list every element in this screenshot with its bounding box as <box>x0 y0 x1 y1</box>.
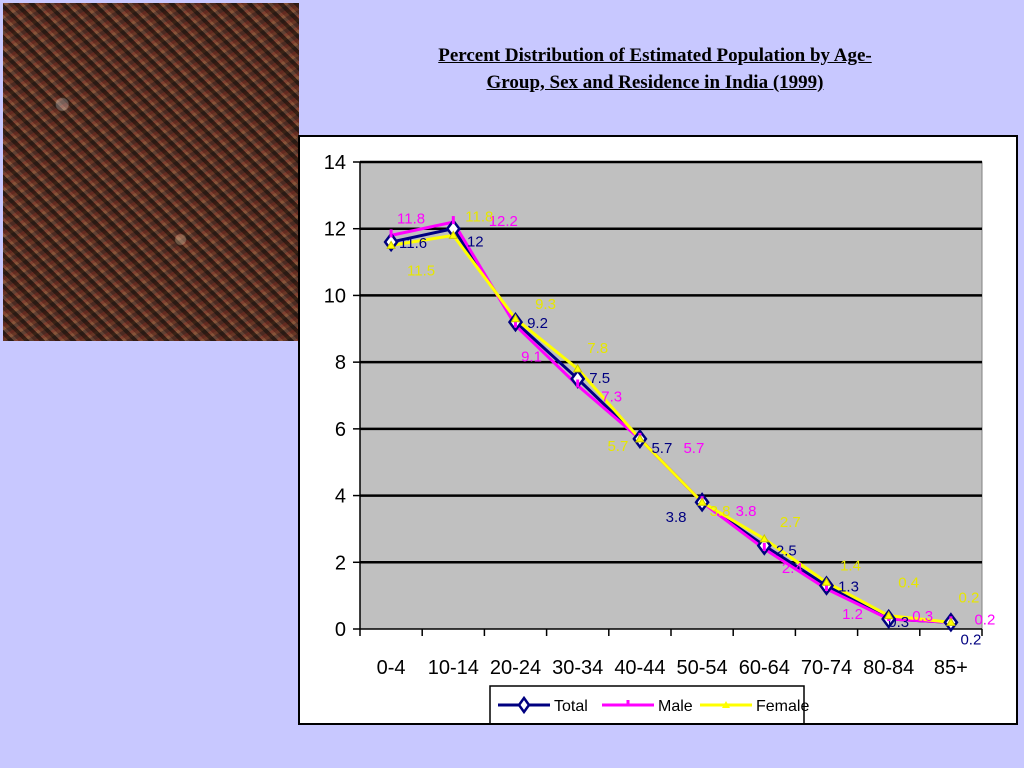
data-point-female <box>386 240 396 249</box>
series-line-female <box>390 233 952 624</box>
x-tick-label: 60-64 <box>739 657 790 679</box>
data-label-male: 7.3 <box>601 388 622 405</box>
y-tick-label: 14 <box>324 152 346 174</box>
data-label-female: 11.5 <box>407 262 435 279</box>
legend-label-male: Male <box>658 698 693 715</box>
x-tick-label: 80-84 <box>863 657 914 679</box>
data-point-female <box>946 617 956 626</box>
y-tick-label: 2 <box>335 552 346 574</box>
data-label-male: 0.2 <box>974 611 995 628</box>
data-label-female: 11.8 <box>465 208 493 225</box>
legend-marker <box>517 695 531 715</box>
legend-label-female: Female <box>756 698 809 715</box>
data-label-male: 2.4 <box>782 560 803 577</box>
x-tick-label: 85+ <box>934 657 968 679</box>
data-label-total: 7.5 <box>589 370 610 387</box>
data-label-total: 0.3 <box>888 614 909 631</box>
data-label-female: 5.7 <box>607 438 628 455</box>
data-label-male: 9.1 <box>521 348 542 365</box>
y-tick-label: 8 <box>335 352 346 374</box>
legend-marker <box>722 701 730 708</box>
y-tick-label: 4 <box>335 486 346 508</box>
data-label-female: 7.8 <box>587 340 608 357</box>
data-label-female: 0.4 <box>898 575 919 592</box>
data-label-male: 11.8 <box>397 210 425 227</box>
x-tick-label: 10-14 <box>428 657 479 679</box>
data-label-total: 3.8 <box>666 509 687 526</box>
data-label-male: 3.8 <box>736 503 757 520</box>
x-tick-label: 40-44 <box>614 657 665 679</box>
data-label-total: 1.3 <box>838 579 859 596</box>
title-line-1: Percent Distribution of Estimated Popula… <box>438 45 872 66</box>
chart-frame: 0 2 4 6 8 10 12 14 0-4 10-14 20-24 30-34 40-44 50-54 6… <box>298 135 1018 725</box>
data-label-total: 5.7 <box>651 440 672 457</box>
data-point-female <box>759 533 770 543</box>
data-label-female: 9.3 <box>535 296 556 313</box>
data-label-total: 11.6 <box>399 235 427 252</box>
data-label-female: 3.8 <box>710 503 731 520</box>
x-tick-label: 50-54 <box>677 657 728 679</box>
y-tick-label: 12 <box>324 219 346 241</box>
data-point-female <box>883 610 894 620</box>
data-label-male: 1.2 <box>842 606 863 623</box>
data-point-female <box>572 363 583 373</box>
title-line-2: Group, Sex and Residence in India (1999) <box>486 72 824 93</box>
y-tick-label: 0 <box>335 619 346 641</box>
slide-title: Percent Distribution of Estimated Popula… <box>330 42 980 96</box>
y-tick-label: 6 <box>335 419 346 441</box>
x-tick-label: 20-24 <box>490 657 541 679</box>
line-chart: 0 2 4 6 8 10 12 14 0-4 10-14 20-24 30-34 40-44 50-54 6… <box>324 152 995 723</box>
x-tick-label: 0-4 <box>377 657 406 679</box>
data-label-male: 5.7 <box>683 440 704 457</box>
data-label-male: 0.3 <box>912 608 933 625</box>
data-point-female <box>510 313 521 323</box>
y-tick-label: 10 <box>324 285 346 307</box>
data-label-total: 12 <box>467 234 484 251</box>
data-point-female <box>821 577 832 586</box>
data-point-female <box>697 497 707 506</box>
x-tick-label: 30-34 <box>552 657 603 679</box>
legend-label-total: Total <box>554 698 588 715</box>
data-label-female: 0.2 <box>958 589 979 606</box>
data-label-total: 9.2 <box>527 315 548 332</box>
data-label-male: 12.2 <box>489 213 518 230</box>
data-point-female <box>635 433 645 443</box>
data-point-female <box>448 230 459 239</box>
crowd-photo <box>3 3 299 341</box>
data-label-female: 1.4 <box>840 557 861 574</box>
data-label-total: 0.2 <box>960 631 981 648</box>
x-tick-label: 70-74 <box>801 657 852 679</box>
data-label-female: 2.7 <box>780 514 801 531</box>
data-label-total: 2.5 <box>776 543 797 560</box>
